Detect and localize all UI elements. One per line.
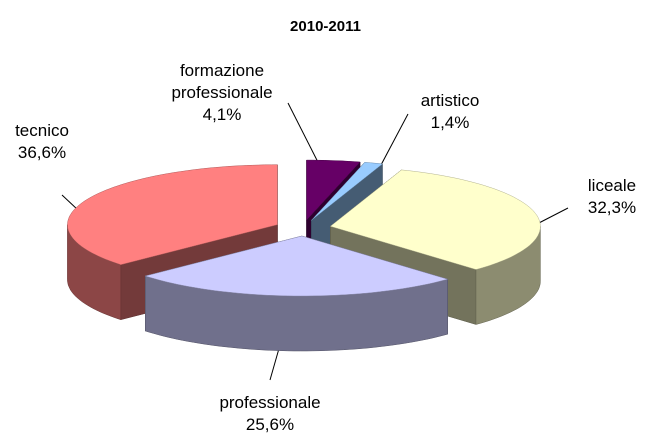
slice — [311, 162, 384, 221]
slice — [67, 164, 278, 265]
value-label: 1,4% — [430, 113, 470, 132]
value-label: 25,6% — [245, 415, 295, 434]
leader-line — [61, 194, 79, 211]
slice — [306, 159, 361, 221]
slice-label: formazione professionale 4,1% — [152, 60, 292, 126]
value-label: 32,3% — [587, 198, 637, 217]
category-label: formazione professionale — [171, 61, 273, 102]
slice — [329, 169, 541, 270]
slice-label: liceale 32,3% — [588, 175, 636, 219]
category-label: tecnico — [15, 121, 69, 140]
value-label: 4,1% — [202, 105, 242, 124]
slice-label: artistico 1,4% — [421, 90, 480, 134]
slice-label: tecnico 36,6% — [15, 120, 69, 164]
value-label: 36,6% — [17, 143, 67, 162]
chart-title: 2010-2011 — [290, 18, 361, 35]
slice-label: professionale 25,6% — [219, 392, 320, 436]
leader-line — [534, 207, 569, 226]
category-label: artistico — [420, 91, 480, 110]
slice — [144, 235, 449, 297]
category-label: liceale — [587, 176, 637, 195]
category-label: professionale — [219, 393, 321, 412]
